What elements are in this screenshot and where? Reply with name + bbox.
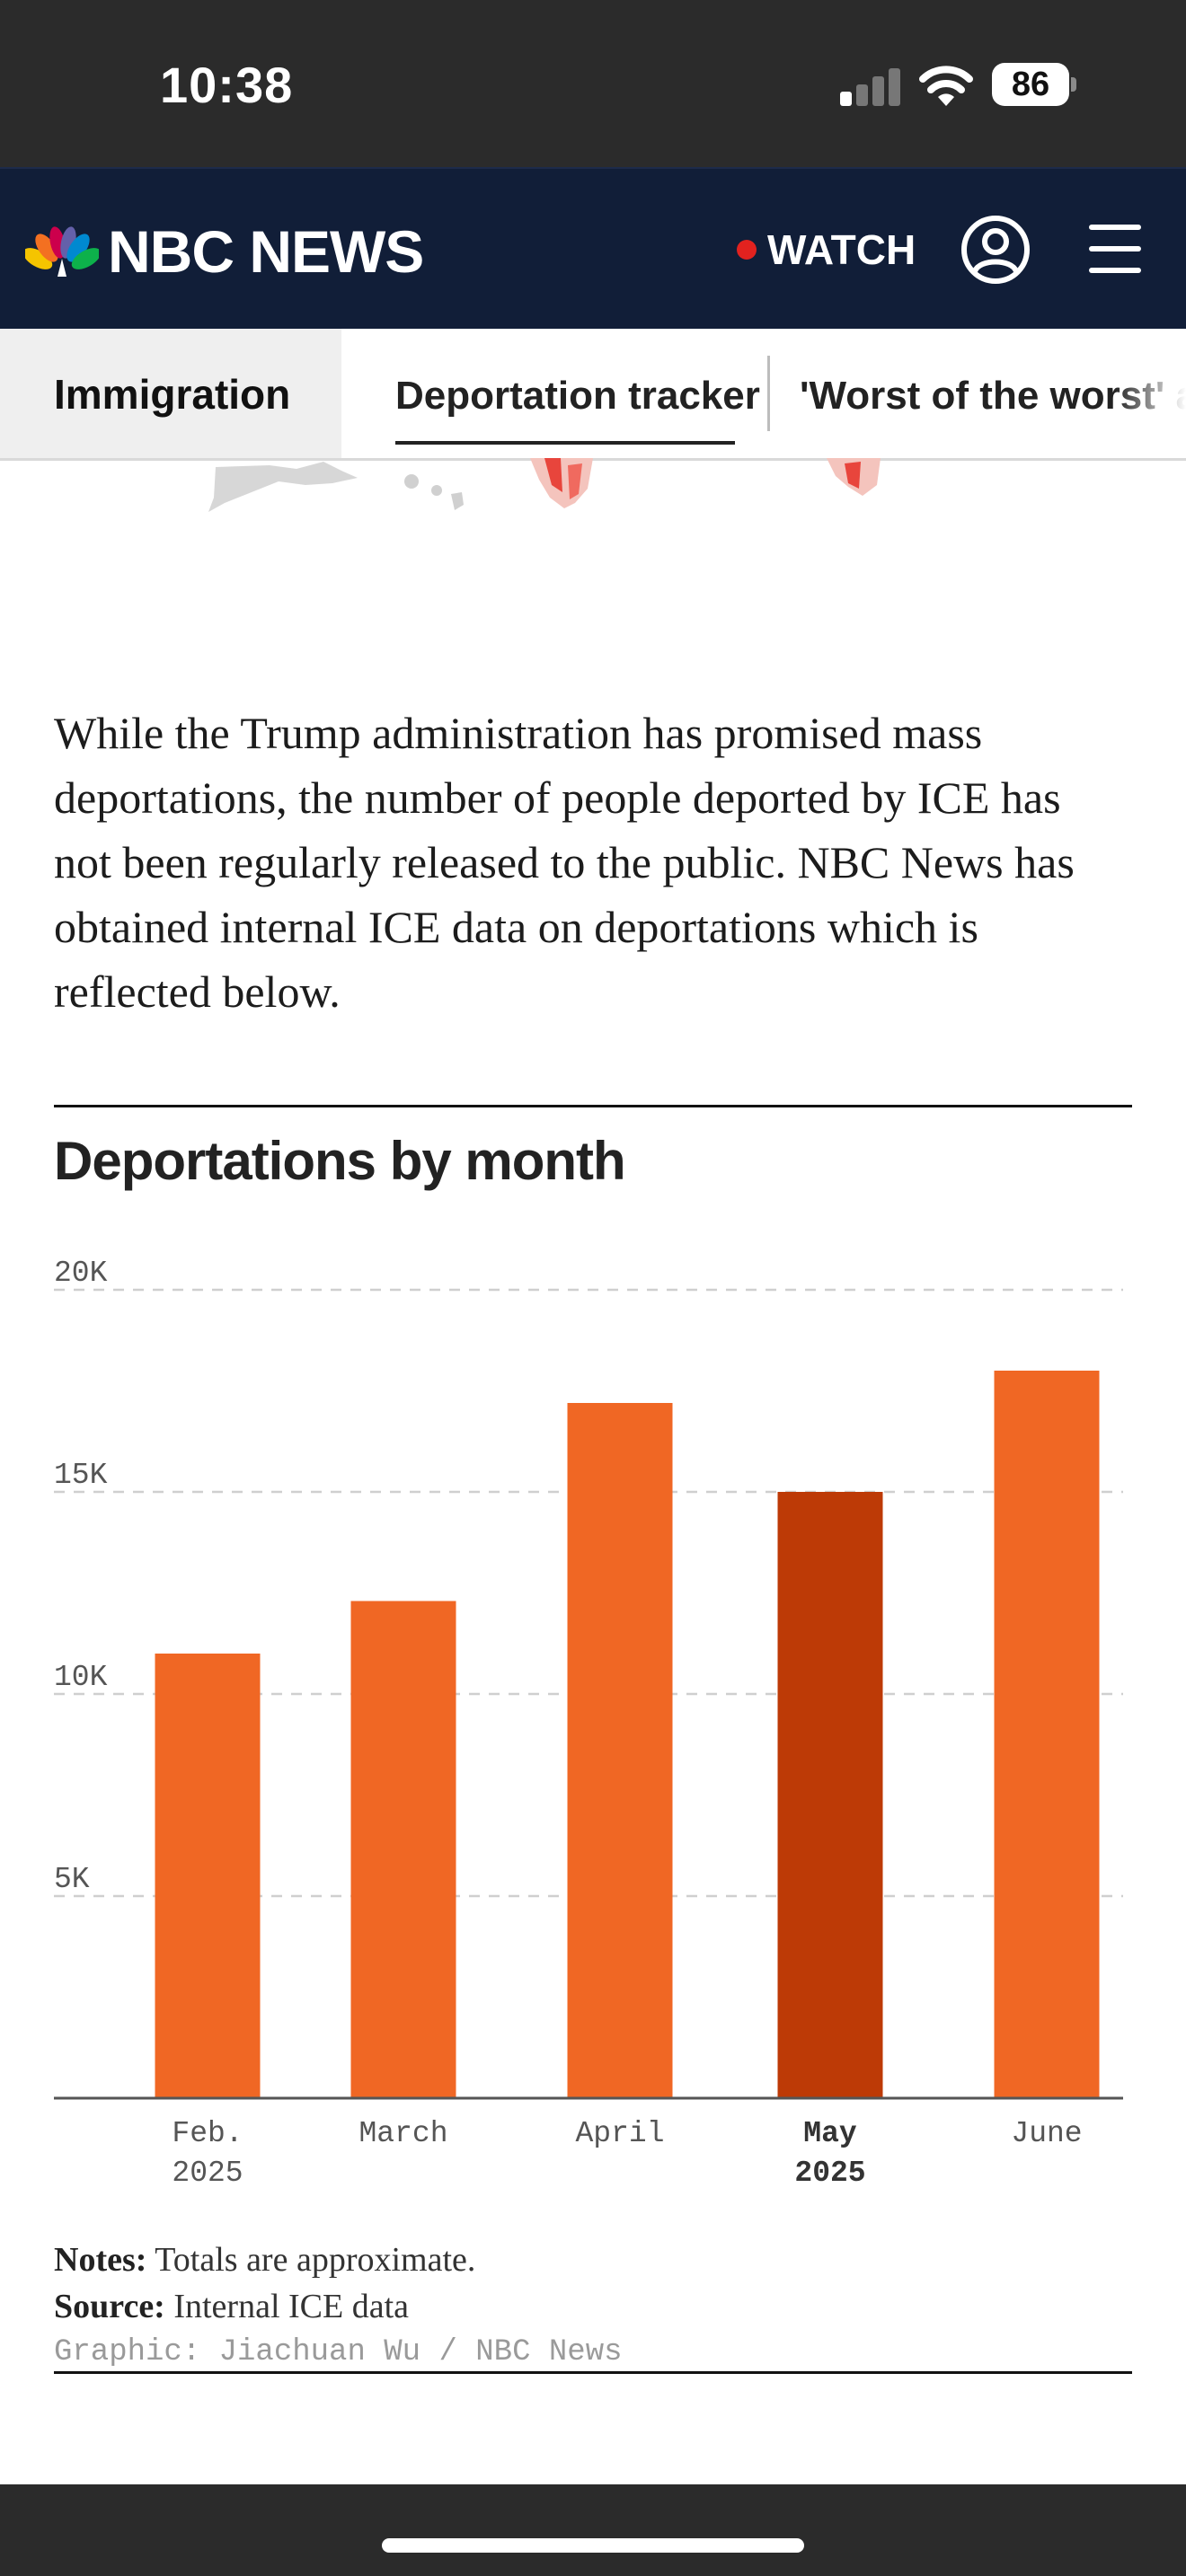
clock-time: 10:38 xyxy=(160,57,294,113)
map-fragment xyxy=(208,458,881,512)
chart-top-rule xyxy=(54,1105,1132,1107)
watch-live-button[interactable]: WATCH xyxy=(737,225,916,275)
section-label-box[interactable]: Immigration xyxy=(0,329,341,458)
section-nav: Immigration Deportation tracker 'Worst o… xyxy=(0,329,1186,461)
x-tick-label: Feb. xyxy=(172,2117,243,2150)
brand-wordmark: NBC NEWS xyxy=(108,218,424,285)
notes-text: Totals are approximate. xyxy=(155,2241,476,2279)
y-tick-label: 5K xyxy=(54,1863,90,1896)
intro-paragraph: While the Trump administration has promi… xyxy=(54,708,1075,1017)
x-tick-label: March xyxy=(358,2117,447,2150)
bar xyxy=(567,1403,673,2098)
y-tick-label: 15K xyxy=(54,1459,108,1492)
y-tick-label: 10K xyxy=(54,1661,108,1694)
map-region xyxy=(845,462,861,489)
site-header: NBC NEWS WATCH xyxy=(0,167,1186,331)
bar xyxy=(350,1601,456,2098)
tab-overflow-fade xyxy=(1114,329,1186,455)
source-text: Internal ICE data xyxy=(173,2288,410,2325)
bar xyxy=(155,1654,261,2098)
battery-nub xyxy=(1071,77,1076,92)
x-tick-label: 2025 xyxy=(172,2157,243,2190)
bar xyxy=(777,1492,883,2098)
alaska-shape xyxy=(208,462,358,512)
map-region xyxy=(544,458,562,492)
home-indicator[interactable] xyxy=(382,2538,804,2553)
map-region xyxy=(568,463,582,499)
hawaii-island xyxy=(431,485,442,496)
x-tick-label: April xyxy=(575,2117,664,2150)
x-tick-label: May xyxy=(803,2117,857,2150)
live-dot-icon xyxy=(737,240,757,260)
account-icon[interactable] xyxy=(960,214,1031,286)
hamburger-menu-icon[interactable] xyxy=(1089,223,1145,275)
cellular-signal-icon xyxy=(840,65,901,106)
x-tick-label: 2025 xyxy=(794,2157,865,2190)
graphic-credit: Graphic: Jiachuan Wu / NBC News xyxy=(54,2335,623,2369)
home-bar xyxy=(0,2484,1186,2576)
source-line: Source: Internal ICE data xyxy=(54,2283,475,2330)
battery-level: 86 xyxy=(992,63,1069,106)
hawaii-island xyxy=(451,492,464,510)
peacock-icon xyxy=(25,226,99,277)
tab-divider xyxy=(767,356,770,431)
bar-chart: 5K 10K 15K 20K Feb. 2025 March April May 2025 June xyxy=(54,1257,1123,2190)
x-tick-label: June xyxy=(1011,2117,1082,2150)
y-tick-label: 20K xyxy=(54,1257,108,1290)
status-bar: 10:38 86 xyxy=(0,0,1186,167)
active-tab-indicator xyxy=(395,441,735,445)
notes-line: Notes: Totals are approximate. xyxy=(54,2236,475,2283)
section-label: Immigration xyxy=(54,371,291,418)
wifi-icon xyxy=(919,66,973,106)
watch-label: WATCH xyxy=(767,226,916,273)
chart-bottom-rule xyxy=(54,2371,1132,2374)
chart-notes: Notes: Totals are approximate. Source: I… xyxy=(54,2236,475,2330)
notes-label: Notes: xyxy=(54,2241,147,2279)
tab-deportation-tracker[interactable]: Deportation tracker xyxy=(395,374,760,418)
source-label: Source: xyxy=(54,2288,165,2325)
chart-title: Deportations by month xyxy=(54,1131,626,1191)
bar xyxy=(994,1371,1100,2098)
hawaii-island xyxy=(404,474,419,489)
nbc-logo[interactable]: NBC NEWS xyxy=(25,218,424,285)
